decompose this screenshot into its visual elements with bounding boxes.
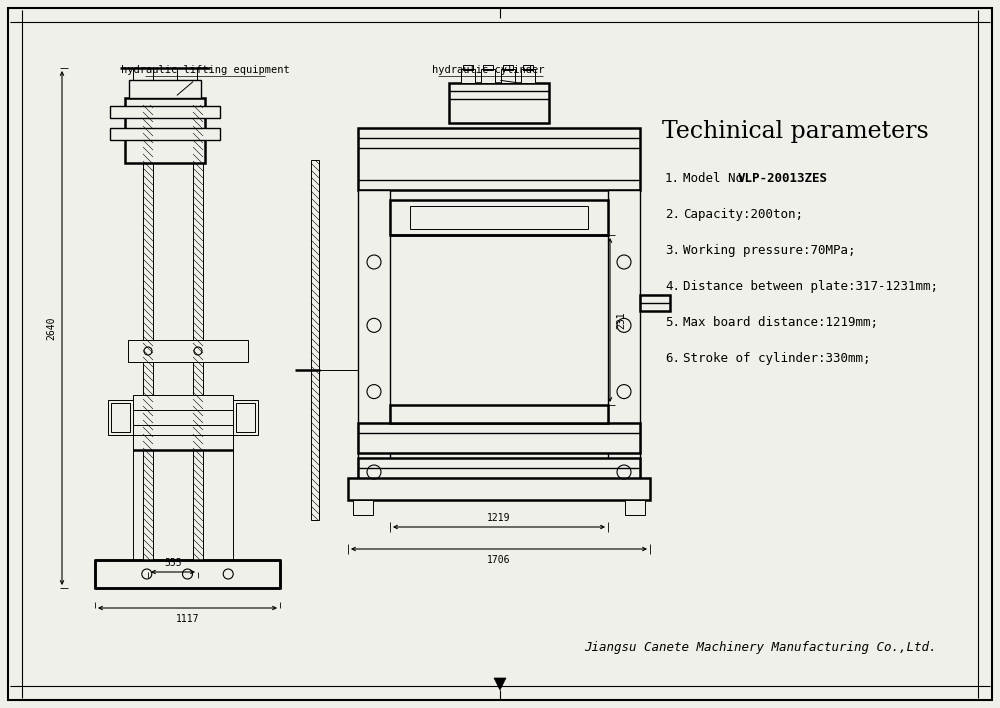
Text: 4.: 4. [665,280,680,293]
Text: 1706: 1706 [487,555,511,565]
Text: Model No:: Model No: [683,172,758,185]
Text: hydraulic cylinder: hydraulic cylinder [432,65,544,75]
Bar [463,65,473,70]
Bar [640,295,670,311]
Bar [503,65,513,70]
Text: 2640: 2640 [46,316,56,340]
Bar [358,190,390,478]
Bar [390,405,608,423]
Bar [353,500,373,515]
Bar [133,395,233,450]
Bar [481,69,495,83]
Bar [129,80,201,98]
Text: hydraulic lifting equipment: hydraulic lifting equipment [121,65,289,75]
Bar [110,128,220,140]
Text: Max board distance:1219mm;: Max board distance:1219mm; [683,316,878,329]
Bar [523,65,533,70]
Bar [608,190,640,478]
Bar [133,68,153,80]
Text: Distance between plate:317-1231mm;: Distance between plate:317-1231mm; [683,280,938,293]
Text: 1219: 1219 [487,513,511,523]
Bar [128,340,248,362]
Text: Capacity:200ton;: Capacity:200ton; [683,208,803,221]
Text: 5.: 5. [665,316,680,329]
Bar [193,105,203,560]
Text: Stroke of cylinder:330mm;: Stroke of cylinder:330mm; [683,352,870,365]
Polygon shape [494,678,506,690]
Bar [358,128,640,190]
Text: 555: 555 [164,558,182,568]
Bar [233,400,258,435]
Bar [108,400,133,435]
Bar [521,69,535,83]
Bar [625,500,645,515]
Text: Jiangsu Canete Machinery Manufacturing Co.,Ltd.: Jiangsu Canete Machinery Manufacturing C… [584,641,936,654]
Text: VLP-20013ZES: VLP-20013ZES [738,172,828,185]
Bar [410,206,588,229]
Bar [501,69,515,83]
Text: 231: 231 [616,312,626,329]
Text: Techinical parameters: Techinical parameters [662,120,928,143]
Bar [143,105,153,560]
Bar [110,106,220,118]
Bar [311,160,319,520]
Bar [111,403,130,432]
Bar [125,98,205,163]
Text: 1117: 1117 [176,614,199,624]
Bar [461,69,475,83]
Bar [483,65,493,70]
Bar [390,200,608,235]
Bar [95,560,280,588]
Bar [348,478,650,500]
Bar [358,423,640,453]
Text: 1.: 1. [665,172,680,185]
Text: 2.: 2. [665,208,680,221]
Bar [358,458,640,480]
Bar [177,68,197,80]
Text: 6.: 6. [665,352,680,365]
Bar [236,403,255,432]
Bar [449,83,549,123]
Text: Working pressure:70MPa;: Working pressure:70MPa; [683,244,856,257]
Text: 3.: 3. [665,244,680,257]
